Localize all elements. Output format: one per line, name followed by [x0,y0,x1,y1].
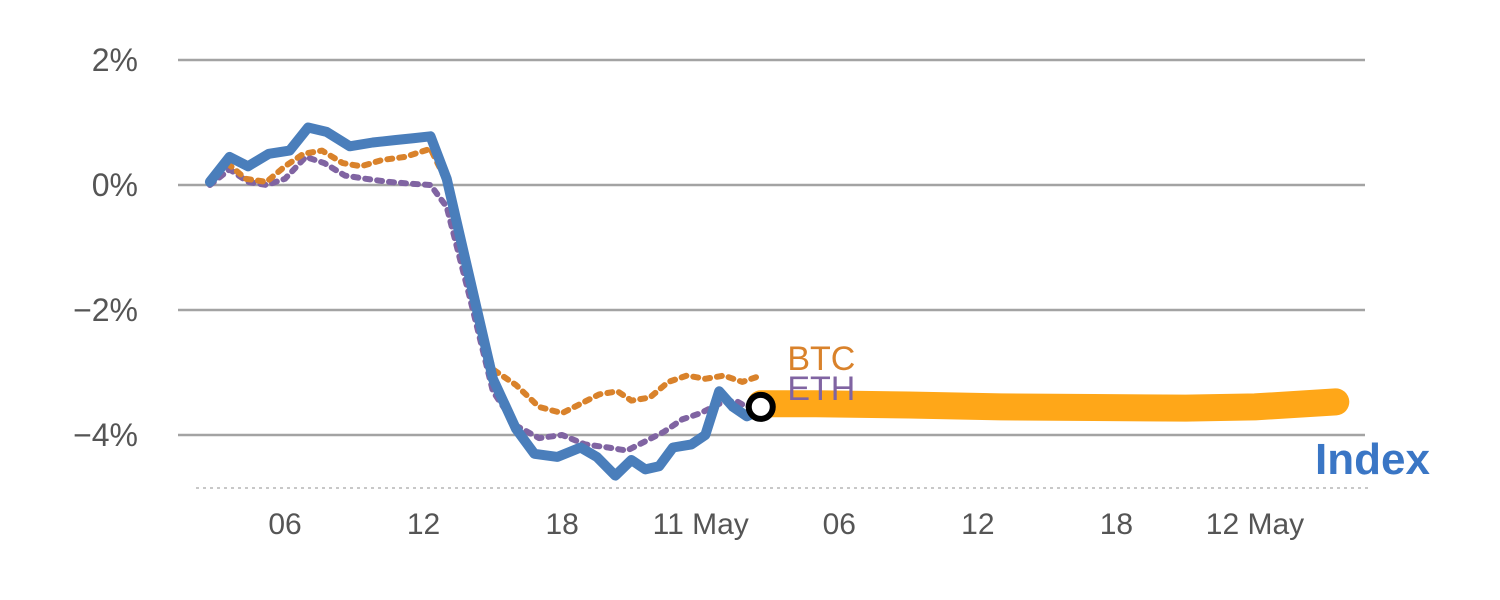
x-tick-label: 06 [823,508,856,541]
y-tick-label: 0% [92,167,138,203]
x-tick-label: 11 May [653,508,749,541]
series-line-btc [206,145,764,417]
x-tick-label: 12 [407,508,440,541]
current-point-marker [745,391,776,422]
x-tick-label: 18 [545,508,578,541]
y-tick-label: 2% [92,42,138,78]
x-tick-label: 12 [961,508,994,541]
series-line-eth [206,153,764,454]
series-line-index-projection-band [747,388,1350,422]
y-tick-label: −2% [73,292,138,328]
x-tick-label: 06 [268,508,301,541]
y-tick-label: −4% [73,417,138,453]
annotation-eth: ETH [787,370,855,408]
x-tick-label: 12 May [1206,508,1304,541]
annotation-index: Index [1315,435,1430,484]
x-tick-label: 18 [1100,508,1133,541]
annotation-btc: BTC [787,340,855,378]
series-line-index [204,122,766,481]
